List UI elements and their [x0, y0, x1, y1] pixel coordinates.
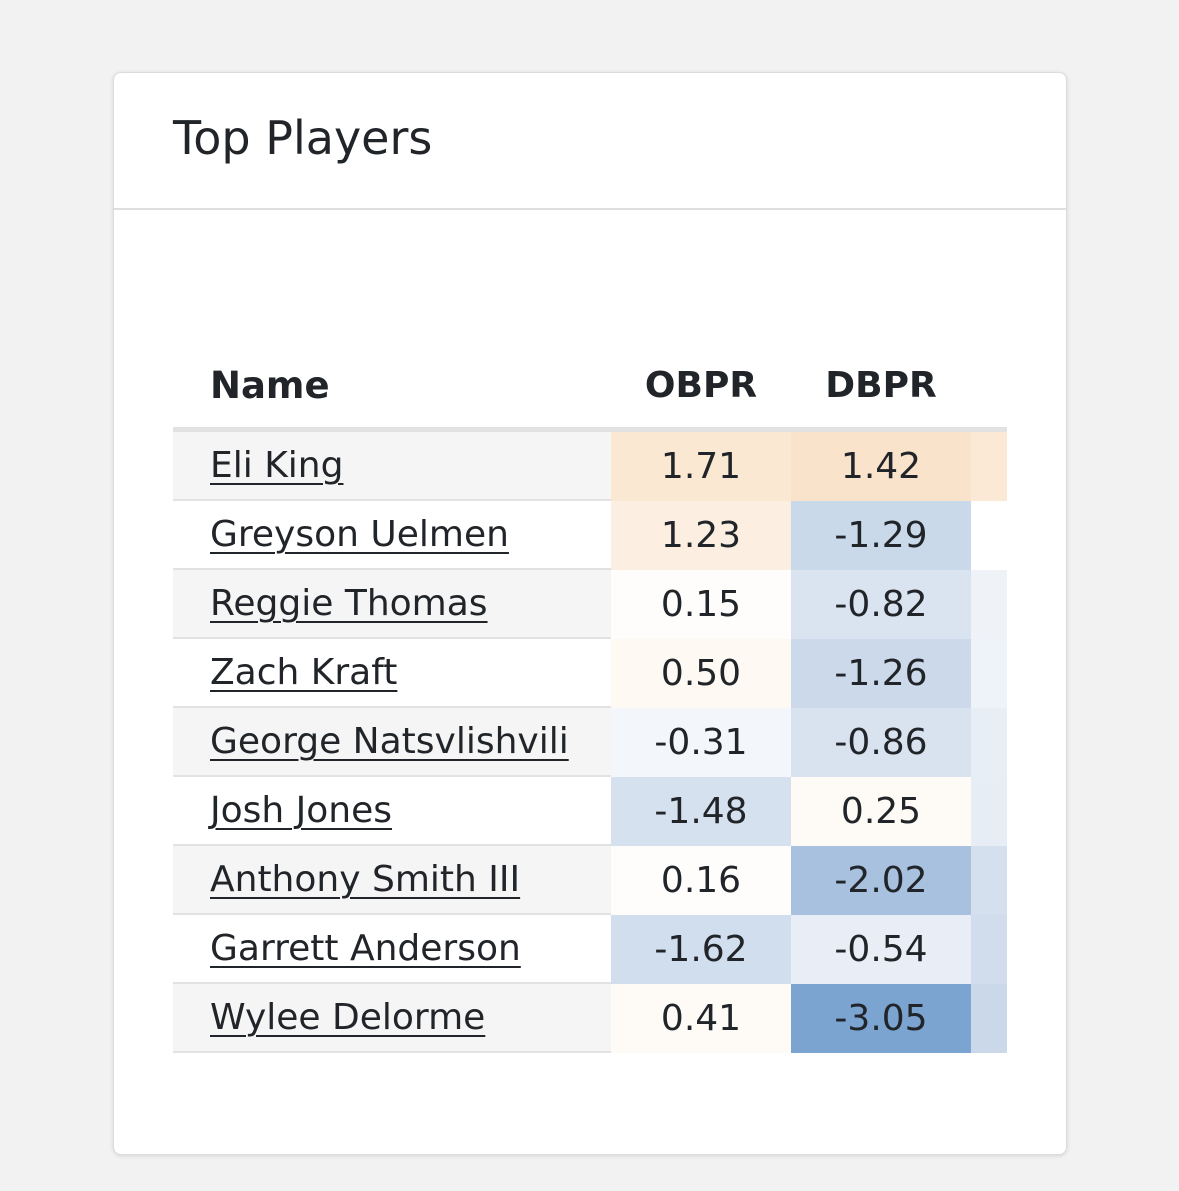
separator — [114, 208, 1066, 210]
row-bg — [173, 708, 611, 775]
row-rule — [173, 499, 611, 501]
header-rule — [173, 427, 1007, 432]
table: Name OBPR DBPR Eli King 1.71 1.42 Greyson Uelm… — [173, 263, 1007, 1053]
player-name-link[interactable]: Wylee Delorme — [210, 997, 486, 1038]
clipped-cell — [971, 708, 1007, 777]
row-bg — [173, 846, 611, 913]
player-name-link[interactable]: George Natsvlishvili — [210, 721, 569, 762]
stat-cell: -3.05 — [791, 984, 971, 1053]
stat-cell: -0.82 — [791, 570, 971, 639]
clipped-cell — [971, 432, 1007, 501]
row-rule — [173, 775, 611, 777]
player-name-link[interactable]: Eli King — [210, 445, 344, 486]
stat-cell: 1.42 — [791, 432, 971, 501]
column-header: Name — [210, 363, 330, 407]
player-name-link[interactable]: Garrett Anderson — [210, 928, 521, 969]
row-rule — [173, 568, 611, 570]
row-bg — [173, 570, 611, 637]
card-title: Top Players — [173, 111, 433, 165]
stat-cell: 0.16 — [611, 846, 791, 915]
row-rule — [173, 913, 611, 915]
stat-cell: -1.26 — [791, 639, 971, 708]
row-bg — [173, 432, 611, 499]
stat-cell: -0.54 — [791, 915, 971, 984]
stat-cell: 0.25 — [791, 777, 971, 846]
row-rule — [173, 706, 611, 708]
column-header: DBPR — [825, 364, 937, 406]
stat-cell: 0.50 — [611, 639, 791, 708]
clipped-cell — [971, 915, 1007, 984]
clipped-cell — [971, 570, 1007, 639]
row-rule — [173, 637, 611, 639]
stat-cell: -1.62 — [611, 915, 791, 984]
clipped-cell — [971, 777, 1007, 846]
row-bg — [173, 984, 611, 1051]
stat-cell: 1.23 — [611, 501, 791, 570]
card: Top Players Name OBPR DBPR Eli King 1.71 1.42… — [113, 72, 1067, 1155]
column-header: OBPR — [644, 364, 758, 406]
stat-cell: -0.31 — [611, 708, 791, 777]
row-bg — [173, 915, 611, 982]
row-rule — [173, 1051, 611, 1053]
clipped-cell — [971, 846, 1007, 915]
clipped-cell — [971, 639, 1007, 708]
stat-cell: 1.71 — [611, 432, 791, 501]
player-name-link[interactable]: Greyson Uelmen — [210, 514, 509, 555]
stat-cell: 0.15 — [611, 570, 791, 639]
stat-cell: -0.86 — [791, 708, 971, 777]
clipped-cell — [971, 501, 1007, 570]
row-rule — [173, 982, 611, 984]
row-bg — [173, 639, 611, 706]
stat-cell: -1.29 — [791, 501, 971, 570]
row-rule — [173, 844, 611, 846]
stat-cell: -1.48 — [611, 777, 791, 846]
player-name-link[interactable]: Josh Jones — [210, 790, 393, 831]
player-name-link[interactable]: Reggie Thomas — [210, 583, 488, 624]
player-name-link[interactable]: Zach Kraft — [210, 652, 398, 693]
player-name-link[interactable]: Anthony Smith III — [210, 859, 521, 900]
clipped-cell — [971, 984, 1007, 1053]
stat-cell: 0.41 — [611, 984, 791, 1053]
stat-cell: -2.02 — [791, 846, 971, 915]
row-bg — [173, 501, 611, 568]
row-bg — [173, 777, 611, 844]
